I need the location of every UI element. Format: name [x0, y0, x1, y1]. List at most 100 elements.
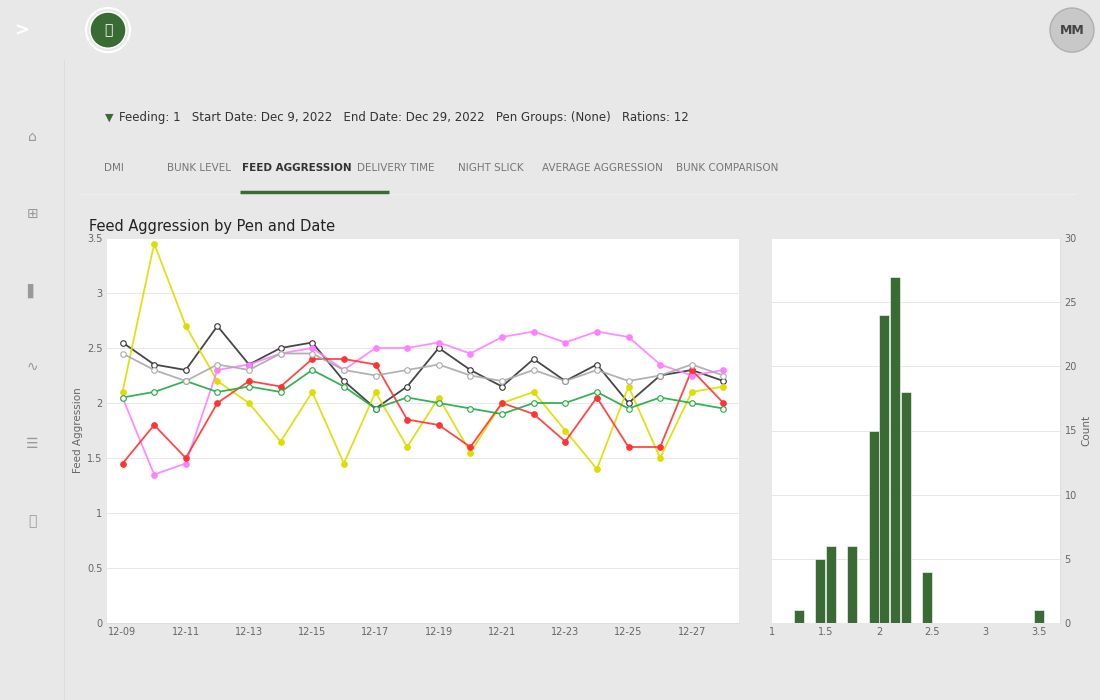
Point [557, 337, 574, 348]
Point [209, 386, 227, 398]
Point [304, 337, 321, 348]
Point [272, 342, 289, 354]
Point [619, 403, 637, 414]
Point [366, 403, 384, 414]
Point [651, 392, 669, 403]
Text: 🌿: 🌿 [103, 23, 112, 37]
Point [715, 398, 733, 409]
Circle shape [90, 12, 126, 48]
Bar [1034, 610, 1044, 623]
Point [525, 398, 542, 409]
Point [145, 365, 163, 376]
Point [619, 398, 637, 409]
Point [272, 348, 289, 359]
Point [177, 452, 195, 463]
Point [366, 359, 384, 370]
Bar [869, 430, 879, 623]
Point [336, 365, 353, 376]
Point [240, 398, 257, 409]
Text: Feed Aggression by Pen and Date: Feed Aggression by Pen and Date [89, 218, 336, 234]
Text: MM: MM [1059, 24, 1085, 36]
Point [651, 370, 669, 381]
Point [651, 370, 669, 381]
Point [398, 342, 416, 354]
Point [398, 381, 416, 392]
Point [588, 365, 606, 376]
Point [715, 381, 733, 392]
Text: DELIVERY TIME: DELIVERY TIME [356, 163, 435, 173]
Point [619, 381, 637, 392]
Point [113, 337, 131, 348]
Point [366, 403, 384, 414]
Text: Feeding: 1   Start Date: Dec 9, 2022   End Date: Dec 29, 2022   Pen Groups: (Non: Feeding: 1 Start Date: Dec 9, 2022 End D… [120, 111, 690, 124]
Point [715, 375, 733, 386]
Point [177, 458, 195, 469]
Point [683, 386, 701, 398]
Text: DMI: DMI [104, 163, 124, 173]
Point [113, 348, 131, 359]
Point [145, 238, 163, 249]
Text: ⌂: ⌂ [29, 130, 36, 144]
Text: ⊞: ⊞ [26, 206, 39, 220]
Point [430, 398, 448, 409]
Point [430, 342, 448, 354]
Point [683, 370, 701, 381]
Point [462, 348, 480, 359]
Point [619, 331, 637, 342]
Point [336, 381, 353, 392]
Point [398, 442, 416, 453]
Point [557, 436, 574, 447]
Point [683, 365, 701, 376]
Point [493, 375, 510, 386]
Point [336, 354, 353, 365]
Point [240, 365, 257, 376]
Point [619, 375, 637, 386]
Point [651, 359, 669, 370]
Point [493, 398, 510, 409]
Point [430, 359, 448, 370]
Point [304, 386, 321, 398]
Text: BUNK LEVEL: BUNK LEVEL [167, 163, 231, 173]
Point [619, 442, 637, 453]
Point [557, 398, 574, 409]
Y-axis label: Feed Aggression: Feed Aggression [73, 388, 82, 473]
Point [462, 447, 480, 458]
Point [651, 452, 669, 463]
Point [525, 408, 542, 419]
Point [398, 365, 416, 376]
Point [366, 386, 384, 398]
Point [336, 365, 353, 376]
Point [588, 326, 606, 337]
Point [462, 370, 480, 381]
Point [145, 359, 163, 370]
Bar [879, 315, 889, 623]
Point [240, 381, 257, 392]
Point [557, 375, 574, 386]
Circle shape [1050, 8, 1094, 52]
Point [493, 398, 510, 409]
Point [683, 365, 701, 376]
Point [272, 386, 289, 398]
Point [177, 375, 195, 386]
Bar [815, 559, 825, 623]
Point [304, 348, 321, 359]
Point [462, 365, 480, 376]
Point [557, 375, 574, 386]
Point [304, 342, 321, 354]
Text: >: > [14, 21, 30, 39]
Text: ∿: ∿ [26, 360, 39, 374]
Point [398, 414, 416, 425]
Point [177, 321, 195, 332]
Text: 🔔: 🔔 [29, 514, 36, 528]
Point [557, 425, 574, 436]
Point [525, 386, 542, 398]
Point [462, 403, 480, 414]
Point [209, 365, 227, 376]
Point [209, 359, 227, 370]
Point [209, 398, 227, 409]
Point [304, 354, 321, 365]
Point [462, 442, 480, 453]
Point [145, 386, 163, 398]
Point [430, 392, 448, 403]
Bar [826, 546, 836, 623]
